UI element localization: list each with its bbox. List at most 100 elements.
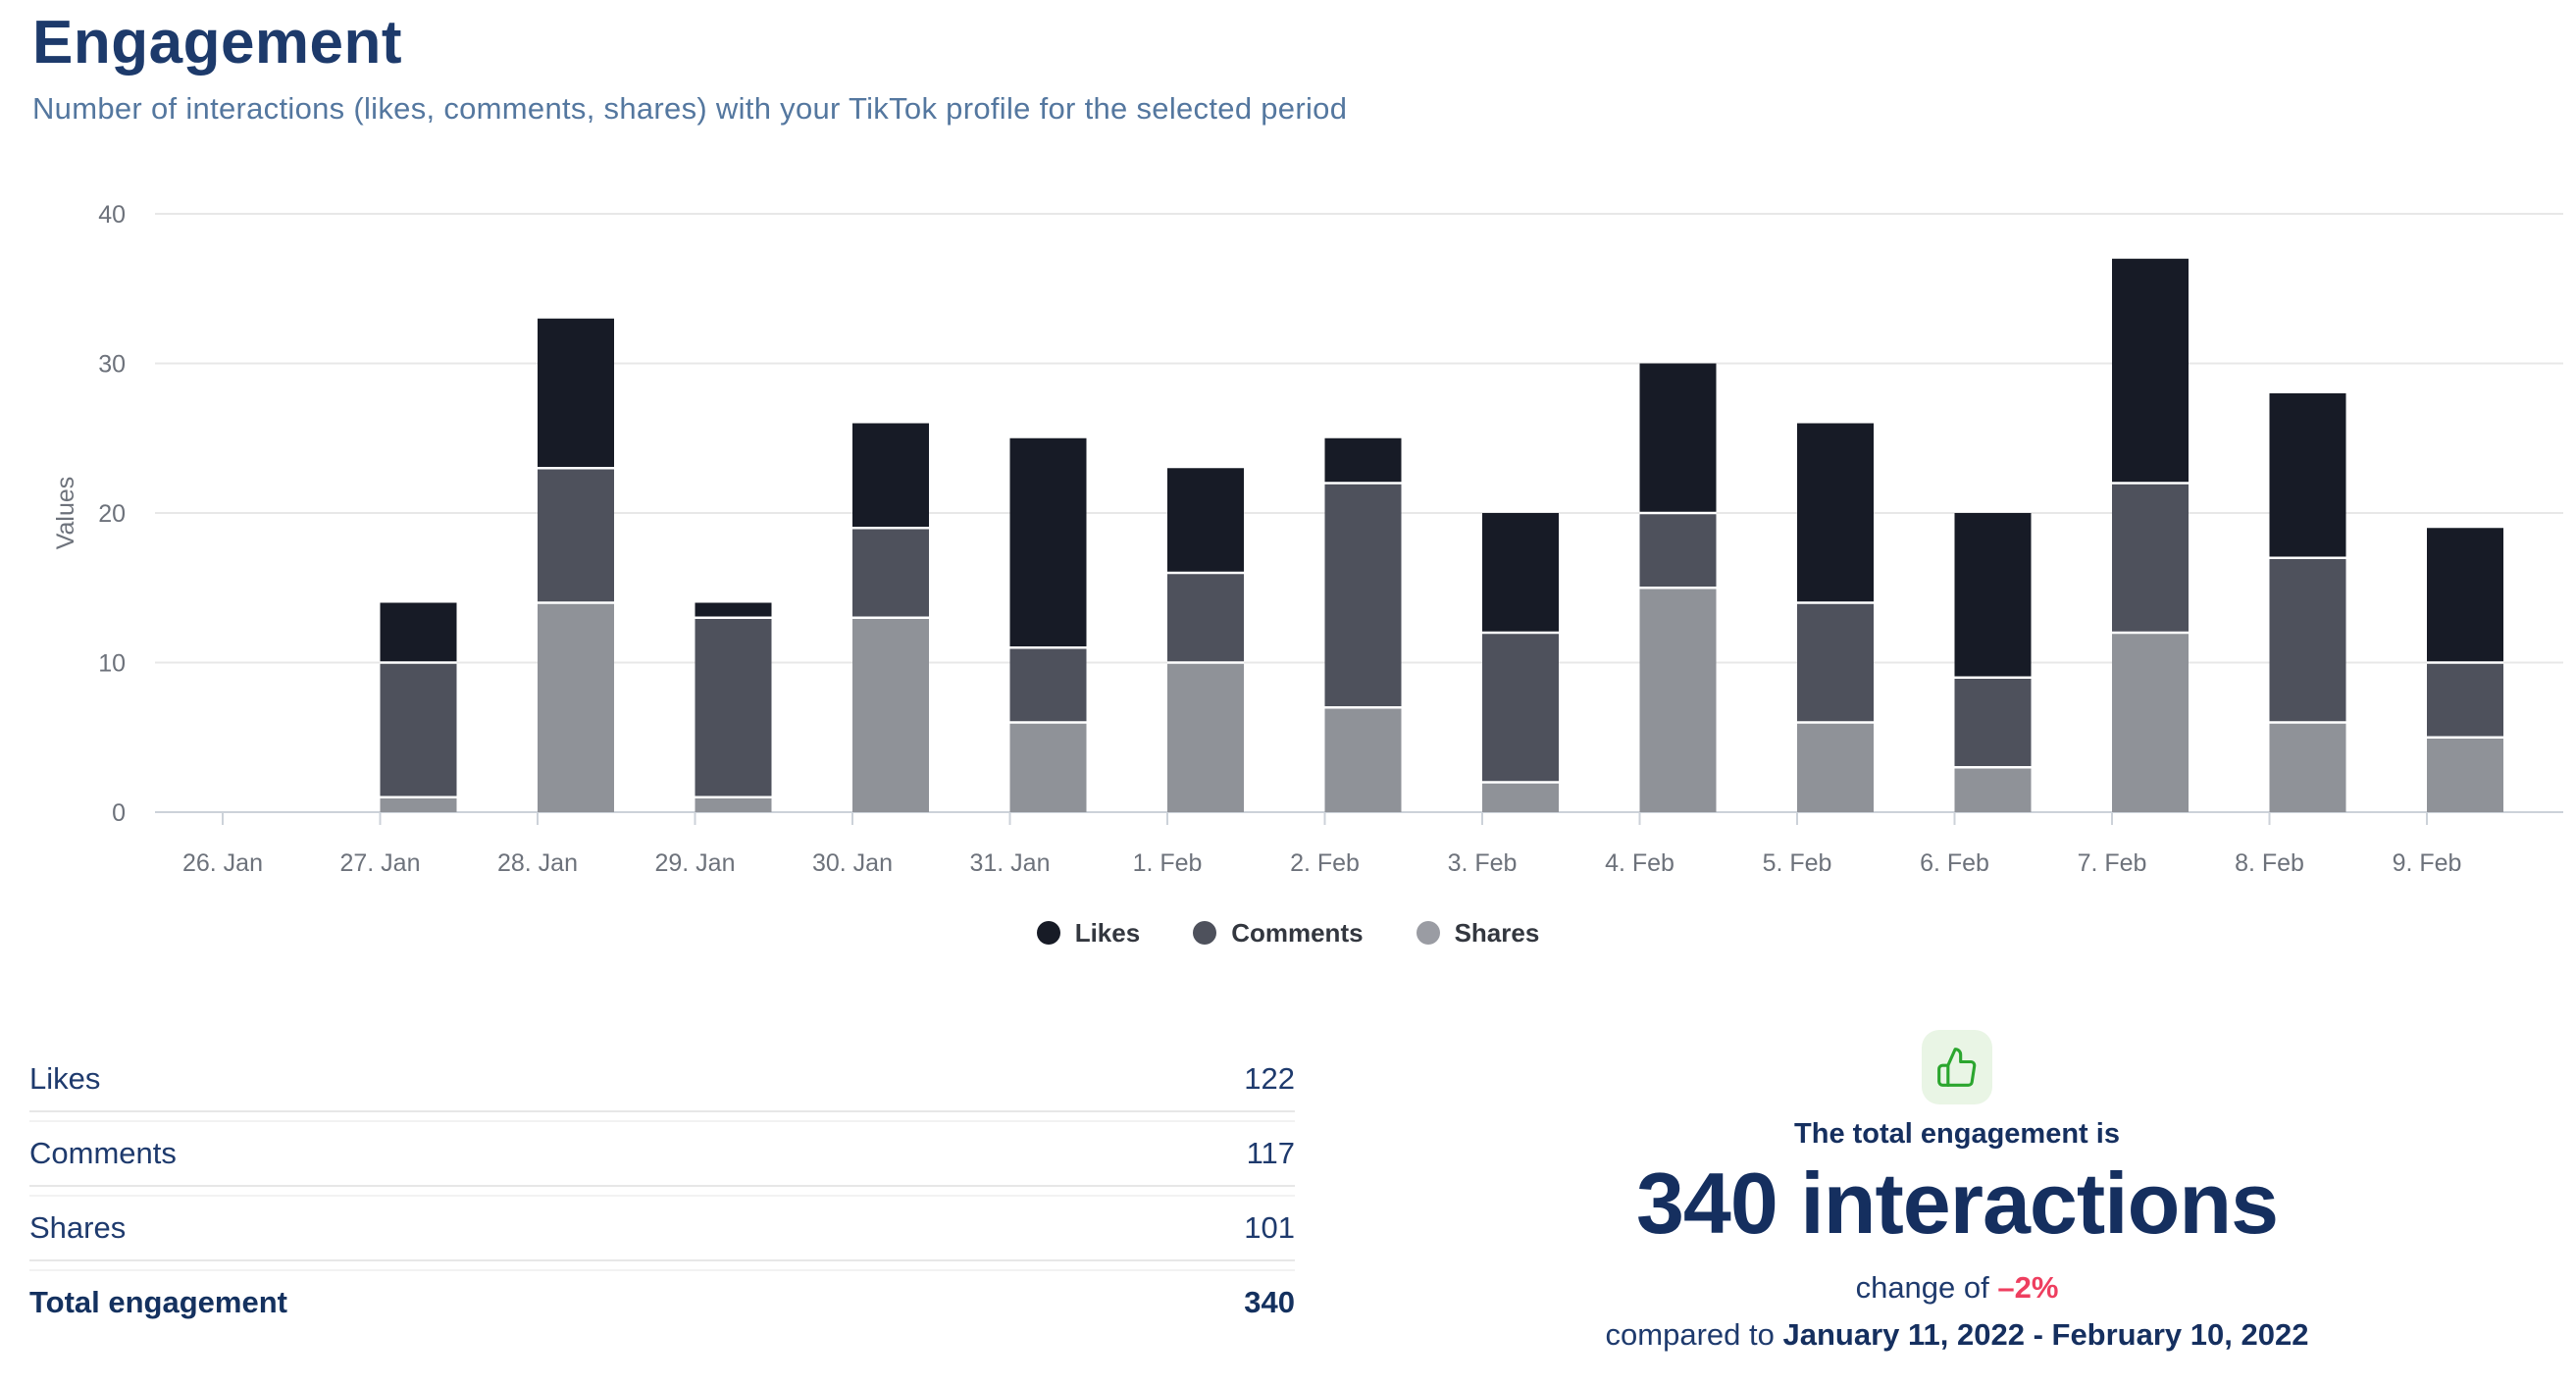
bar-segment-comments[interactable]: [1324, 483, 1402, 708]
bar-segment-comments[interactable]: [852, 528, 929, 618]
row-label: Total engagement: [29, 1285, 287, 1319]
bar-segment-shares[interactable]: [1482, 782, 1559, 813]
bar-segment-shares[interactable]: [1797, 722, 1874, 813]
bar-segment-likes[interactable]: [1009, 437, 1087, 648]
y-axis-tick-label: 40: [98, 201, 126, 229]
row-value: 122: [1244, 1061, 1295, 1096]
total-heading: The total engagement is: [1794, 1118, 2120, 1150]
bar-segment-comments[interactable]: [1009, 647, 1087, 723]
y-axis-tick-label: 30: [98, 351, 126, 379]
shares-dot-icon: [1416, 921, 1440, 945]
thumbs-up-icon-box: [1922, 1030, 1992, 1104]
x-axis-tick-label: 27. Jan: [339, 849, 420, 877]
row-divider: [29, 1259, 1295, 1271]
compared-label: compared to: [1605, 1317, 1783, 1353]
bar-segment-shares[interactable]: [2112, 633, 2189, 812]
bar-segment-likes[interactable]: [2112, 258, 2189, 484]
bar-segment-shares[interactable]: [1009, 722, 1087, 813]
bar-segment-comments[interactable]: [2269, 557, 2346, 723]
bar-segment-likes[interactable]: [1954, 513, 2032, 678]
legend-label: Shares: [1454, 917, 1540, 948]
bar-segment-likes[interactable]: [1167, 468, 1244, 573]
row-label: Shares: [29, 1210, 127, 1245]
bar-segment-likes[interactable]: [538, 318, 614, 469]
change-line: change of –2%: [1856, 1270, 2059, 1306]
bar-segment-shares[interactable]: [695, 796, 772, 812]
x-axis-tick-label: 29. Jan: [654, 849, 735, 877]
change-label: change of: [1855, 1270, 1998, 1306]
summary-table: Likes 122 Comments 117 Shares 101 Total …: [29, 1048, 1295, 1334]
row-label: Likes: [29, 1061, 101, 1096]
bar-segment-likes[interactable]: [1797, 423, 1874, 603]
x-axis-tick-label: 31. Jan: [969, 849, 1050, 877]
bar-segment-shares[interactable]: [852, 617, 929, 812]
bar-segment-shares[interactable]: [1324, 707, 1402, 812]
bar-segment-shares[interactable]: [2269, 722, 2346, 813]
bar-segment-shares[interactable]: [538, 602, 614, 813]
bar-segment-comments[interactable]: [1954, 677, 2032, 768]
bar-segment-shares[interactable]: [1954, 767, 2032, 812]
row-divider: [29, 1110, 1295, 1122]
bar-segment-likes[interactable]: [2269, 393, 2346, 558]
y-axis-title: Values: [52, 477, 79, 550]
bar-segment-shares[interactable]: [380, 796, 457, 812]
total-value: 340 interactions: [1635, 1154, 2279, 1252]
table-row-shares: Shares 101: [29, 1197, 1295, 1259]
bar-segment-comments[interactable]: [380, 662, 457, 797]
y-axis-tick-label: 20: [98, 500, 126, 528]
bar-segment-comments[interactable]: [695, 617, 772, 797]
bar-segment-shares[interactable]: [2427, 737, 2503, 812]
row-value: 117: [1246, 1136, 1295, 1170]
y-axis-tick-label: 10: [98, 650, 126, 678]
compared-line: compared to January 11, 2022 - February …: [1606, 1317, 2309, 1353]
x-axis-tick-label: 30. Jan: [812, 849, 893, 877]
row-divider: [29, 1185, 1295, 1197]
y-axis-tick-label: 0: [112, 799, 126, 827]
page-title: Engagement: [32, 9, 403, 77]
bar-segment-shares[interactable]: [1639, 588, 1717, 812]
x-axis-tick-label: 9. Feb: [2393, 849, 2462, 877]
change-value: –2%: [1997, 1270, 2059, 1306]
bar-segment-shares[interactable]: [1167, 662, 1244, 813]
page-subtitle: Number of interactions (likes, comments,…: [32, 91, 1348, 126]
legend-item-likes[interactable]: Likes: [1036, 917, 1141, 949]
bar-segment-comments[interactable]: [1482, 633, 1559, 783]
compared-range: January 11, 2022 - February 10, 2022: [1782, 1317, 2309, 1353]
bar-segment-likes[interactable]: [1324, 437, 1402, 484]
legend-item-shares[interactable]: Shares: [1416, 917, 1540, 949]
bar-segment-comments[interactable]: [2427, 662, 2503, 738]
engagement-chart: 0 10 20 30 40 Values 26. Jan 27. Jan 28. Jan 29. …: [52, 201, 2563, 877]
table-row-total-engagement: Total engagement 340: [29, 1271, 1295, 1334]
bar-segment-likes[interactable]: [852, 423, 929, 529]
x-axis-tick-label: 6. Feb: [1920, 849, 1989, 877]
x-axis-tick-label: 2. Feb: [1290, 849, 1360, 877]
table-row-likes: Likes 122: [29, 1048, 1295, 1110]
legend-label: Likes: [1074, 917, 1141, 948]
x-axis-tick-label: 5. Feb: [1763, 849, 1832, 877]
thumbs-up-icon: [1937, 1048, 1977, 1087]
bar-segment-likes[interactable]: [695, 602, 772, 618]
bar-segment-comments[interactable]: [1639, 513, 1717, 589]
x-axis-tick-label: 1. Feb: [1133, 849, 1203, 877]
total-engagement-panel: The total engagement is 340 interactions…: [1550, 1030, 2364, 1353]
bar-segment-comments[interactable]: [1797, 602, 1874, 723]
x-axis-tick-label: 4. Feb: [1605, 849, 1674, 877]
bar-segment-comments[interactable]: [1167, 573, 1244, 663]
bar-segment-comments[interactable]: [538, 468, 614, 603]
bar-segment-likes[interactable]: [380, 602, 457, 663]
bar-segment-likes[interactable]: [1482, 513, 1559, 633]
bar-segment-likes[interactable]: [2427, 528, 2503, 663]
chart-legend: Likes Comments Shares: [0, 902, 2576, 963]
comments-dot-icon: [1193, 921, 1217, 945]
x-axis-tick-label: 7. Feb: [2078, 849, 2147, 877]
x-axis-tick-label: 26. Jan: [182, 849, 263, 877]
table-row-comments: Comments 117: [29, 1122, 1295, 1185]
legend-item-comments[interactable]: Comments: [1193, 918, 1364, 949]
x-axis-tick-label: 28. Jan: [497, 849, 578, 877]
x-axis-tick-label: 3. Feb: [1448, 849, 1518, 877]
bar-segment-comments[interactable]: [2112, 483, 2189, 634]
bar-segment-likes[interactable]: [1639, 363, 1717, 514]
row-value: 101: [1244, 1210, 1295, 1245]
row-label: Comments: [29, 1136, 177, 1170]
row-value: 340: [1244, 1285, 1295, 1319]
